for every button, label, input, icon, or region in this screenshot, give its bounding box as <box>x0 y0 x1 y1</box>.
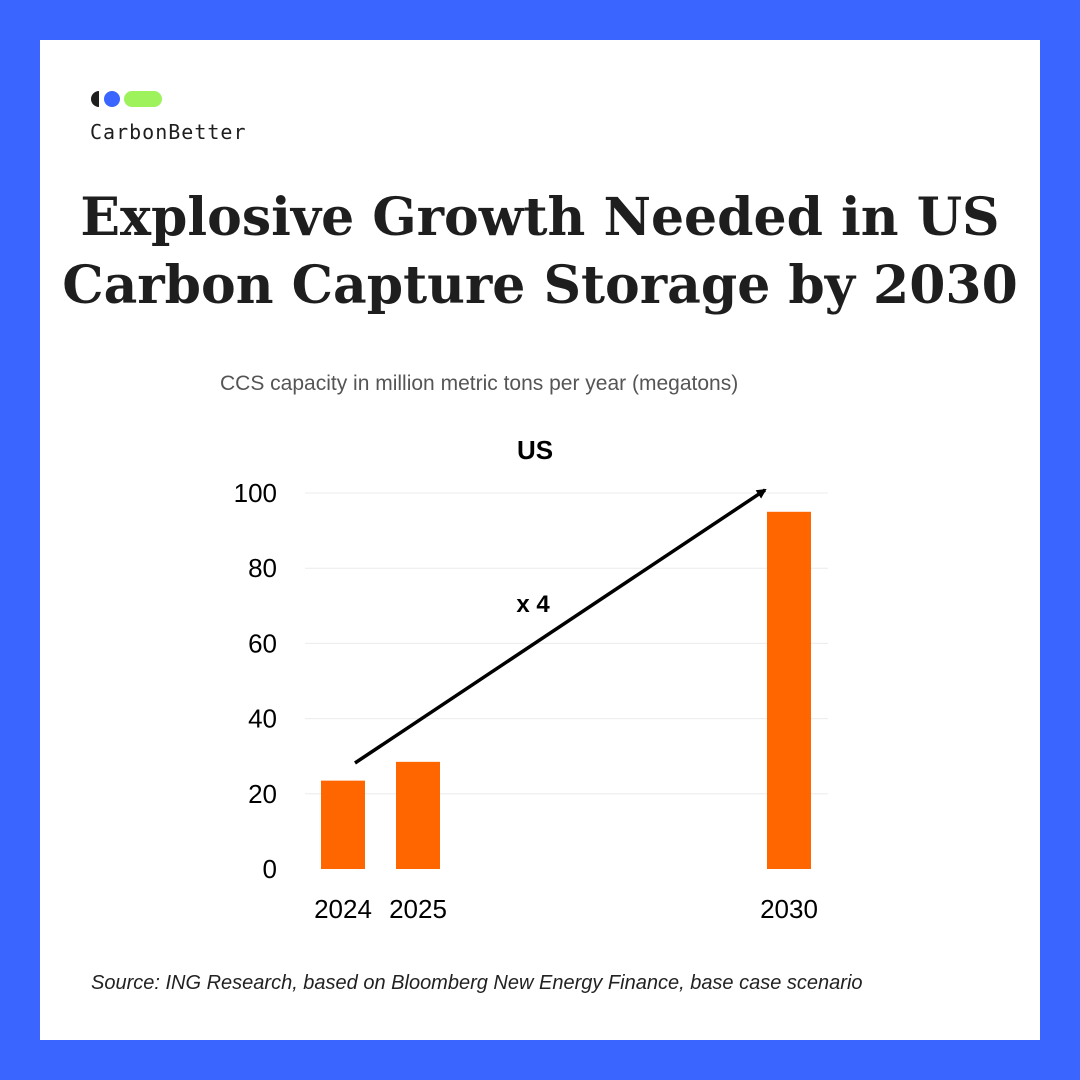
x-tick-label: 2030 <box>760 894 818 924</box>
content-card <box>40 40 1040 1040</box>
y-tick-label: 0 <box>263 854 277 884</box>
x-tick-label: 2024 <box>314 894 372 924</box>
page-title-line-2: Carbon Capture Storage by 2030 <box>62 255 1018 316</box>
growth-arrow <box>354 488 767 765</box>
chart-title: US <box>517 435 553 465</box>
source-note: Source: ING Research, based on Bloomberg… <box>91 972 863 994</box>
y-tick-label: 80 <box>248 553 277 583</box>
carbonbetter-logo-icon <box>91 91 162 107</box>
growth-annotation: x 4 <box>516 591 550 618</box>
bar-2025 <box>396 761 440 869</box>
bar-2030 <box>767 511 811 869</box>
y-tick-label: 100 <box>234 478 277 508</box>
y-tick-label: 20 <box>248 779 277 809</box>
brand-name: CarbonBetter <box>90 120 247 144</box>
chart-subtitle: CCS capacity in million metric tons per … <box>220 372 739 395</box>
y-tick-label: 60 <box>248 628 277 658</box>
y-tick-label: 40 <box>248 704 277 734</box>
x-tick-label: 2025 <box>389 894 447 924</box>
bar-2024 <box>321 780 365 869</box>
page-title-line-1: Explosive Growth Needed in US <box>80 187 1000 248</box>
